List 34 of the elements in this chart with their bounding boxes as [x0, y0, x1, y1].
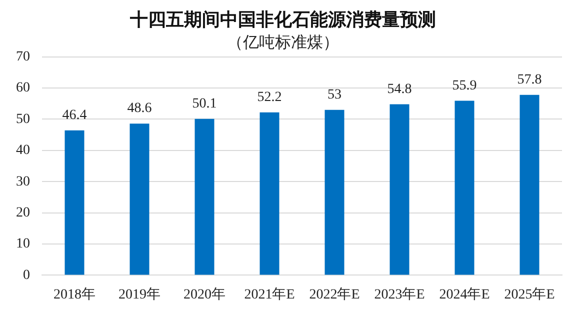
bar [130, 124, 150, 275]
x-tick-label: 2023年E [374, 286, 425, 302]
data-label: 57.8 [517, 72, 542, 88]
data-label: 46.4 [62, 108, 87, 124]
y-tick-label: 40 [16, 143, 30, 158]
bar [324, 110, 344, 275]
x-tick-label: 2025年E [504, 286, 555, 302]
x-tick-label: 2019年 [118, 286, 160, 302]
data-label: 53 [328, 88, 342, 103]
y-tick-label: 70 [16, 49, 30, 64]
y-tick-label: 30 [16, 174, 30, 190]
bar [194, 118, 214, 275]
bar [520, 94, 540, 275]
x-tick-label: 2024年E [439, 286, 490, 302]
chart-title: 十四五期间中国非化石能源消费量预测 [129, 9, 436, 30]
x-tick-label: 2020年 [184, 286, 226, 302]
x-tick-label: 2018年 [54, 286, 96, 302]
bar [260, 112, 280, 275]
bar [64, 130, 84, 275]
data-label: 48.6 [127, 101, 152, 116]
x-tick-label: 2021年E [244, 286, 295, 302]
chart-subtitle: （亿吨标准煤） [227, 33, 339, 52]
data-label: 55.9 [452, 78, 477, 94]
data-label: 52.2 [257, 90, 282, 106]
x-tick-label: 2022年E [309, 286, 360, 302]
y-tick-label: 50 [16, 112, 30, 127]
y-tick-label: 20 [16, 205, 30, 220]
y-tick-label: 60 [16, 80, 30, 96]
y-tick-label: 10 [16, 236, 30, 252]
y-tick-label: 0 [23, 268, 30, 283]
data-label: 54.8 [387, 82, 412, 97]
bar [390, 104, 410, 275]
data-label: 50.1 [192, 96, 217, 112]
bar [454, 100, 474, 275]
